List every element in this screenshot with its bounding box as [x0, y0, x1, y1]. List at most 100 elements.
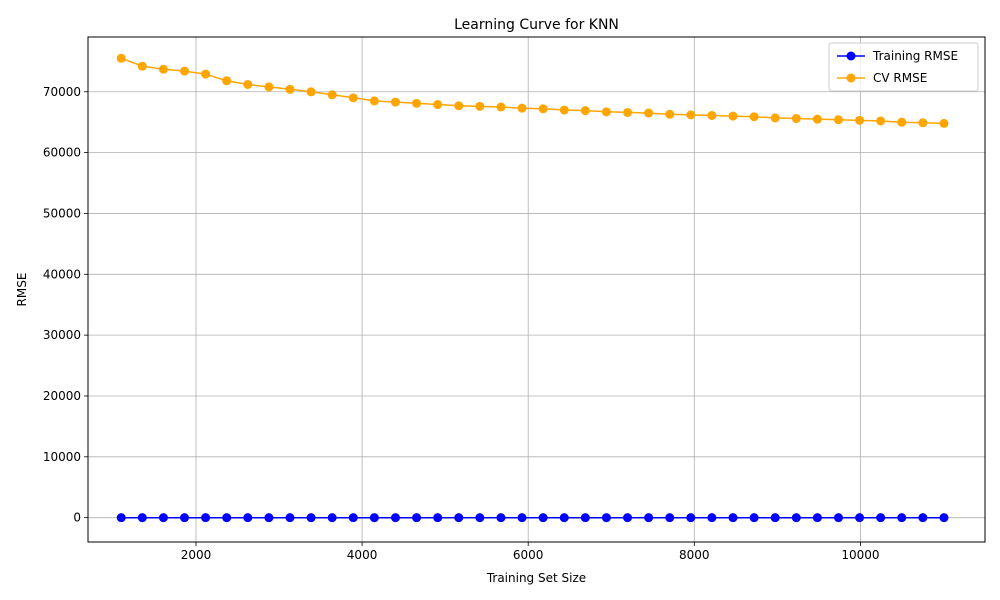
data-point	[601, 513, 611, 523]
y-tick-label: 20000	[43, 389, 81, 403]
data-point	[369, 513, 379, 523]
data-point	[623, 513, 633, 523]
data-point	[137, 61, 147, 71]
data-point	[137, 513, 147, 523]
data-point	[201, 513, 211, 523]
y-tick-label: 60000	[43, 146, 81, 160]
x-axis-label: Training Set Size	[486, 571, 586, 585]
data-point	[496, 513, 506, 523]
y-tick-label: 30000	[43, 328, 81, 342]
data-point	[855, 513, 865, 523]
data-point	[601, 107, 611, 117]
data-point	[686, 110, 696, 120]
data-point	[749, 513, 759, 523]
data-point	[897, 513, 907, 523]
data-point	[855, 115, 865, 125]
data-point	[517, 103, 527, 113]
legend-swatch-marker	[846, 73, 856, 83]
data-point	[475, 101, 485, 111]
data-point	[433, 100, 443, 110]
data-point	[264, 513, 274, 523]
data-point	[454, 513, 464, 523]
data-point	[243, 513, 253, 523]
data-point	[285, 84, 295, 94]
data-point	[116, 53, 126, 63]
data-point	[665, 109, 675, 119]
x-tick-label: 4000	[347, 548, 378, 562]
data-point	[517, 513, 527, 523]
data-point	[348, 93, 358, 103]
data-point	[770, 513, 780, 523]
data-point	[833, 513, 843, 523]
legend: Training RMSE CV RMSE	[828, 42, 979, 92]
data-point	[327, 90, 337, 100]
data-point	[243, 79, 253, 89]
data-point	[876, 513, 886, 523]
data-point	[158, 64, 168, 74]
y-axis-ticks: 0 10000 20000 30000 40000 50000 60000 70000	[43, 85, 88, 525]
y-tick-label: 70000	[43, 85, 81, 99]
data-point	[158, 513, 168, 523]
x-tick-label: 10000	[841, 548, 879, 562]
x-tick-label: 2000	[181, 548, 212, 562]
data-point	[728, 111, 738, 121]
y-axis-label: RMSE	[15, 273, 29, 307]
data-point	[390, 97, 400, 107]
x-axis-ticks: 2000 4000 6000 8000 10000	[181, 542, 880, 562]
data-point	[264, 82, 274, 92]
series-1	[116, 513, 949, 523]
data-point	[623, 107, 633, 117]
data-point	[559, 105, 569, 115]
data-point	[116, 513, 126, 523]
data-point	[201, 69, 211, 79]
y-tick-label: 50000	[43, 206, 81, 220]
data-point	[665, 513, 675, 523]
series-layer	[116, 53, 949, 523]
data-point	[222, 76, 232, 86]
data-point	[728, 513, 738, 523]
data-point	[306, 513, 316, 523]
data-point	[369, 96, 379, 106]
plot-frame	[87, 36, 986, 543]
grid-lines	[88, 37, 985, 542]
data-point	[707, 513, 717, 523]
data-point	[538, 513, 548, 523]
data-point	[538, 104, 548, 114]
data-point	[770, 113, 780, 123]
legend-box	[828, 42, 979, 92]
data-point	[454, 101, 464, 111]
x-tick-label: 6000	[513, 548, 544, 562]
data-point	[327, 513, 337, 523]
legend-entry: CV RMSE	[873, 71, 927, 85]
data-point	[707, 110, 717, 120]
data-point	[559, 513, 569, 523]
data-point	[412, 513, 422, 523]
data-point	[390, 513, 400, 523]
data-point	[285, 513, 295, 523]
data-point	[918, 118, 928, 128]
data-point	[833, 115, 843, 125]
y-tick-label: 0	[73, 511, 81, 525]
data-point	[939, 118, 949, 128]
series-2	[116, 53, 949, 128]
legend-swatch-marker	[846, 51, 856, 61]
data-point	[876, 116, 886, 126]
data-point	[222, 513, 232, 523]
data-point	[580, 106, 590, 116]
legend-entry: Training RMSE	[872, 49, 958, 63]
data-point	[348, 513, 358, 523]
data-point	[791, 513, 801, 523]
data-point	[812, 114, 822, 124]
x-tick-label: 8000	[679, 548, 710, 562]
y-tick-label: 40000	[43, 267, 81, 281]
data-point	[644, 108, 654, 118]
data-point	[475, 513, 485, 523]
data-point	[918, 513, 928, 523]
chart-title: Learning Curve for KNN	[454, 17, 619, 33]
data-point	[791, 114, 801, 124]
data-point	[433, 513, 443, 523]
data-point	[412, 98, 422, 108]
y-tick-label: 10000	[43, 450, 81, 464]
